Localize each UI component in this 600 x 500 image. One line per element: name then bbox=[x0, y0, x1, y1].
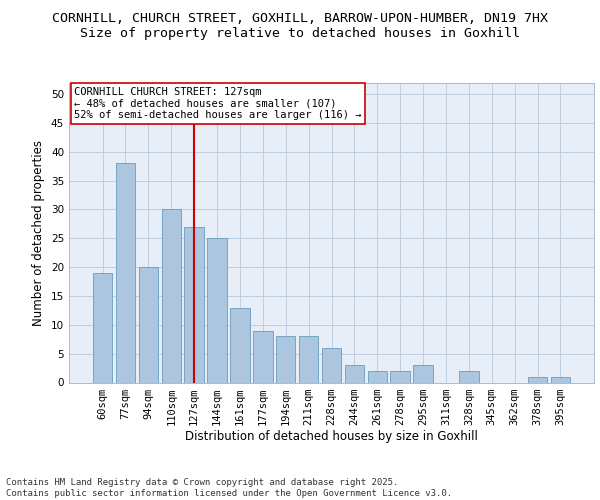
Bar bbox=[184, 226, 204, 382]
Bar bbox=[368, 371, 387, 382]
Bar bbox=[161, 210, 181, 382]
Text: CORNHILL CHURCH STREET: 127sqm
← 48% of detached houses are smaller (107)
52% of: CORNHILL CHURCH STREET: 127sqm ← 48% of … bbox=[74, 87, 362, 120]
Text: CORNHILL, CHURCH STREET, GOXHILL, BARROW-UPON-HUMBER, DN19 7HX: CORNHILL, CHURCH STREET, GOXHILL, BARROW… bbox=[52, 12, 548, 26]
Bar bbox=[93, 273, 112, 382]
Bar bbox=[528, 376, 547, 382]
Bar bbox=[116, 164, 135, 382]
Bar bbox=[413, 365, 433, 382]
Bar bbox=[551, 376, 570, 382]
Bar bbox=[276, 336, 295, 382]
Bar bbox=[459, 371, 479, 382]
Text: Contains HM Land Registry data © Crown copyright and database right 2025.
Contai: Contains HM Land Registry data © Crown c… bbox=[6, 478, 452, 498]
Bar bbox=[253, 330, 272, 382]
Bar bbox=[344, 365, 364, 382]
Bar bbox=[299, 336, 319, 382]
Y-axis label: Number of detached properties: Number of detached properties bbox=[32, 140, 46, 326]
Bar bbox=[208, 238, 227, 382]
Text: Size of property relative to detached houses in Goxhill: Size of property relative to detached ho… bbox=[80, 28, 520, 40]
Bar bbox=[139, 267, 158, 382]
Bar bbox=[230, 308, 250, 382]
Bar bbox=[391, 371, 410, 382]
Bar bbox=[322, 348, 341, 382]
X-axis label: Distribution of detached houses by size in Goxhill: Distribution of detached houses by size … bbox=[185, 430, 478, 444]
